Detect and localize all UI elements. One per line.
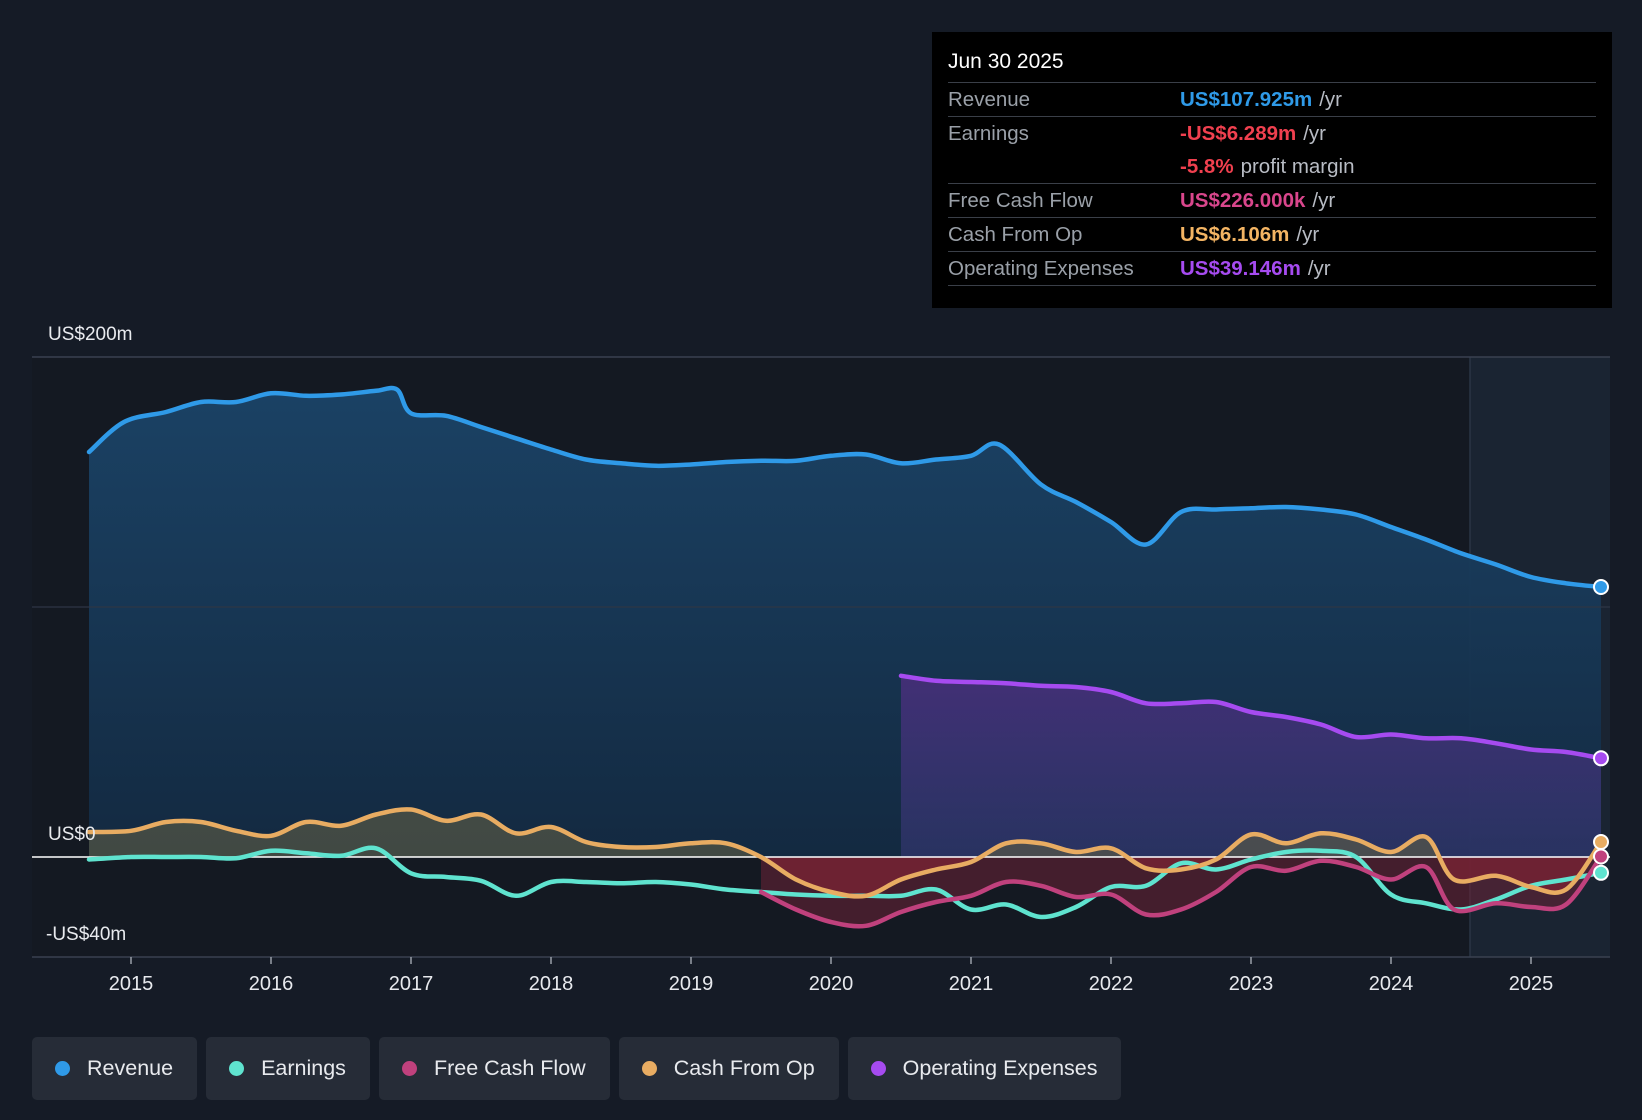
cash-from-op-line: [86, 807, 1604, 899]
legend-label: Revenue: [87, 1056, 174, 1080]
x-tick-label-2025: 2025: [1509, 973, 1554, 995]
legend-label: Earnings: [261, 1056, 346, 1080]
tooltip: Jun 30 2025 Revenue US$107.925m /yr Earn…: [932, 32, 1612, 308]
legend-item-revenue[interactable]: Revenue: [32, 1037, 198, 1100]
legend-item-free-cash-flow[interactable]: Free Cash Flow: [378, 1037, 610, 1100]
tooltip-value: -5.8%: [1180, 155, 1234, 178]
tooltip-label: Earnings: [948, 122, 1029, 145]
free-cash-flow-dot-icon: [401, 1061, 417, 1076]
tooltip-label: Revenue: [948, 88, 1031, 111]
x-tick-label-2017: 2017: [389, 973, 434, 995]
cash-from-op-area-positive: [89, 809, 1601, 857]
x-axis-ticks: 2015 2016 2017 2018 2019 2020 2021 2022 2023 2024…: [109, 957, 1554, 995]
tooltip-row-revenue: Revenue US$107.925m /yr: [948, 83, 1596, 117]
tooltip-unit: /yr: [1303, 122, 1327, 145]
earnings-end-marker[interactable]: [1593, 864, 1609, 881]
x-tick-label-2022: 2022: [1089, 973, 1134, 995]
x-tick-label-2024: 2024: [1369, 973, 1414, 995]
tooltip-row-fcf: Free Cash Flow US$226.000k /yr: [948, 184, 1596, 218]
y-label-bottom: -US$40m: [46, 924, 126, 945]
operating-expenses-area: [901, 675, 1601, 857]
legend-item-earnings[interactable]: Earnings: [206, 1037, 370, 1100]
tooltip-label: Free Cash Flow: [948, 189, 1093, 212]
revenue-dot-icon: [55, 1061, 70, 1076]
tooltip-row-earnings: Earnings -US$6.289m /yr: [948, 117, 1596, 150]
tooltip-unit: /yr: [1307, 257, 1331, 280]
free-cash-flow-end-marker[interactable]: [1593, 848, 1609, 865]
x-tick-label-2019: 2019: [669, 973, 714, 995]
legend-item-cash-from-op[interactable]: Cash From Op: [618, 1037, 839, 1100]
operating-expenses-end-marker[interactable]: [1593, 750, 1609, 767]
legend-label: Operating Expenses: [902, 1056, 1098, 1080]
cash-from-op-end-marker[interactable]: [1593, 834, 1609, 850]
x-tick-label-2023: 2023: [1229, 973, 1274, 995]
revenue-line: [86, 385, 1604, 590]
legend: Revenue Earnings Free Cash Flow Cash Fro…: [32, 1037, 1130, 1100]
tooltip-value: US$107.925m: [1180, 88, 1313, 111]
legend-item-operating-expenses[interactable]: Operating Expenses: [847, 1037, 1122, 1100]
tooltip-date: Jun 30 2025: [948, 46, 1596, 83]
tooltip-label: [948, 150, 1180, 183]
revenue-end-marker[interactable]: [1593, 579, 1609, 595]
x-tick-label-2016: 2016: [249, 973, 294, 995]
legend-label: Cash From Op: [673, 1056, 815, 1080]
legend-label: Free Cash Flow: [433, 1056, 586, 1080]
tooltip-unit: /yr: [1296, 223, 1320, 246]
free-cash-flow-line: [758, 854, 1604, 929]
earnings-dot-icon: [229, 1061, 245, 1076]
x-tick-label-2020: 2020: [809, 973, 854, 995]
x-tick-label-2021: 2021: [949, 973, 994, 995]
tooltip-label: Operating Expenses: [948, 257, 1134, 280]
x-tick-label-2018: 2018: [529, 973, 574, 995]
lines-layer: [86, 385, 1609, 929]
areas-layer: [89, 387, 1601, 927]
free-cash-flow-area: [761, 857, 1601, 927]
tooltip-row-cfo: Cash From Op US$6.106m /yr: [948, 218, 1596, 252]
operating-expenses-line: [898, 673, 1604, 761]
cash-from-op-dot-icon: [641, 1061, 657, 1076]
tooltip-value: US$226.000k: [1180, 189, 1306, 212]
tooltip-unit: /yr: [1312, 189, 1336, 212]
y-label-zero: US$0: [48, 824, 96, 845]
tooltip-value: US$6.106m: [1180, 223, 1290, 246]
tooltip-row-opex: Operating Expenses US$39.146m /yr: [948, 252, 1596, 286]
tooltip-label: Cash From Op: [948, 223, 1083, 246]
x-tick-label-2015: 2015: [109, 973, 154, 995]
y-label-top: US$200m: [48, 324, 133, 345]
tooltip-unit: profit margin: [1240, 155, 1355, 178]
tooltip-value: -US$6.289m: [1180, 122, 1297, 145]
tooltip-value: US$39.146m: [1180, 257, 1301, 280]
tooltip-row-margin: -5.8% profit margin: [948, 150, 1596, 184]
tooltip-unit: /yr: [1319, 88, 1342, 111]
operating-expenses-dot-icon: [870, 1061, 886, 1076]
